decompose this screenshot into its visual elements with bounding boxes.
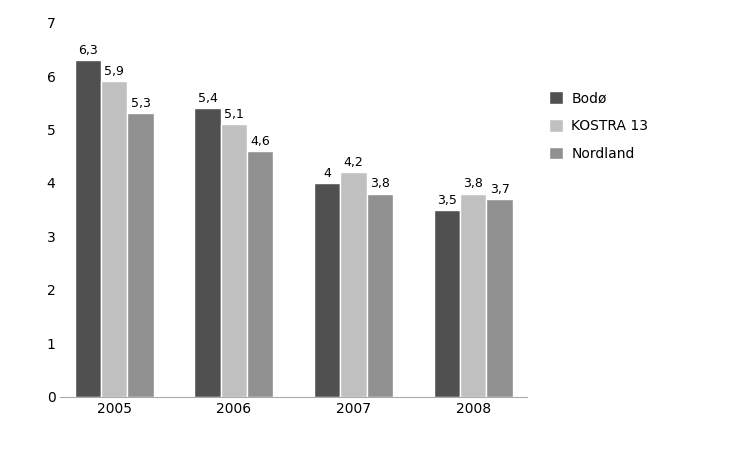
Text: 6,3: 6,3 [78,44,98,57]
Text: 3,8: 3,8 [463,177,483,190]
Bar [460,193,486,397]
Bar [367,193,393,397]
Text: 5,1: 5,1 [224,108,244,121]
Text: 5,3: 5,3 [130,97,151,110]
Bar [340,172,367,397]
Bar [127,114,154,397]
Text: 5,4: 5,4 [197,92,218,105]
Bar [434,210,460,397]
Text: 5,9: 5,9 [104,65,124,78]
Bar [221,124,247,397]
Bar [101,81,127,397]
Text: 3,5: 3,5 [437,193,457,207]
Bar [486,199,513,397]
Text: 3,8: 3,8 [370,177,390,190]
Bar [247,151,273,397]
Legend: Bodø, KOSTRA 13, Nordland: Bodø, KOSTRA 13, Nordland [544,86,654,166]
Text: 4,6: 4,6 [250,135,270,147]
Bar [75,60,101,397]
Bar [194,108,221,397]
Text: 4,2: 4,2 [343,156,364,169]
Text: 4: 4 [323,167,331,180]
Bar [314,183,340,397]
Text: 3,7: 3,7 [489,183,510,196]
